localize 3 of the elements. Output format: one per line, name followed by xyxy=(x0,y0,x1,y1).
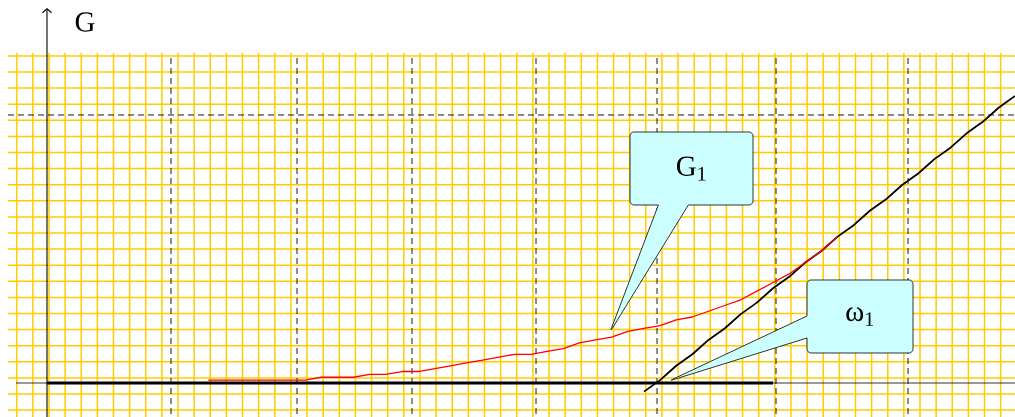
y-axis-title: G xyxy=(75,12,95,32)
text: G$_{1}$ xyxy=(676,156,706,181)
annotation: ω$_{1}$ xyxy=(846,307,874,326)
